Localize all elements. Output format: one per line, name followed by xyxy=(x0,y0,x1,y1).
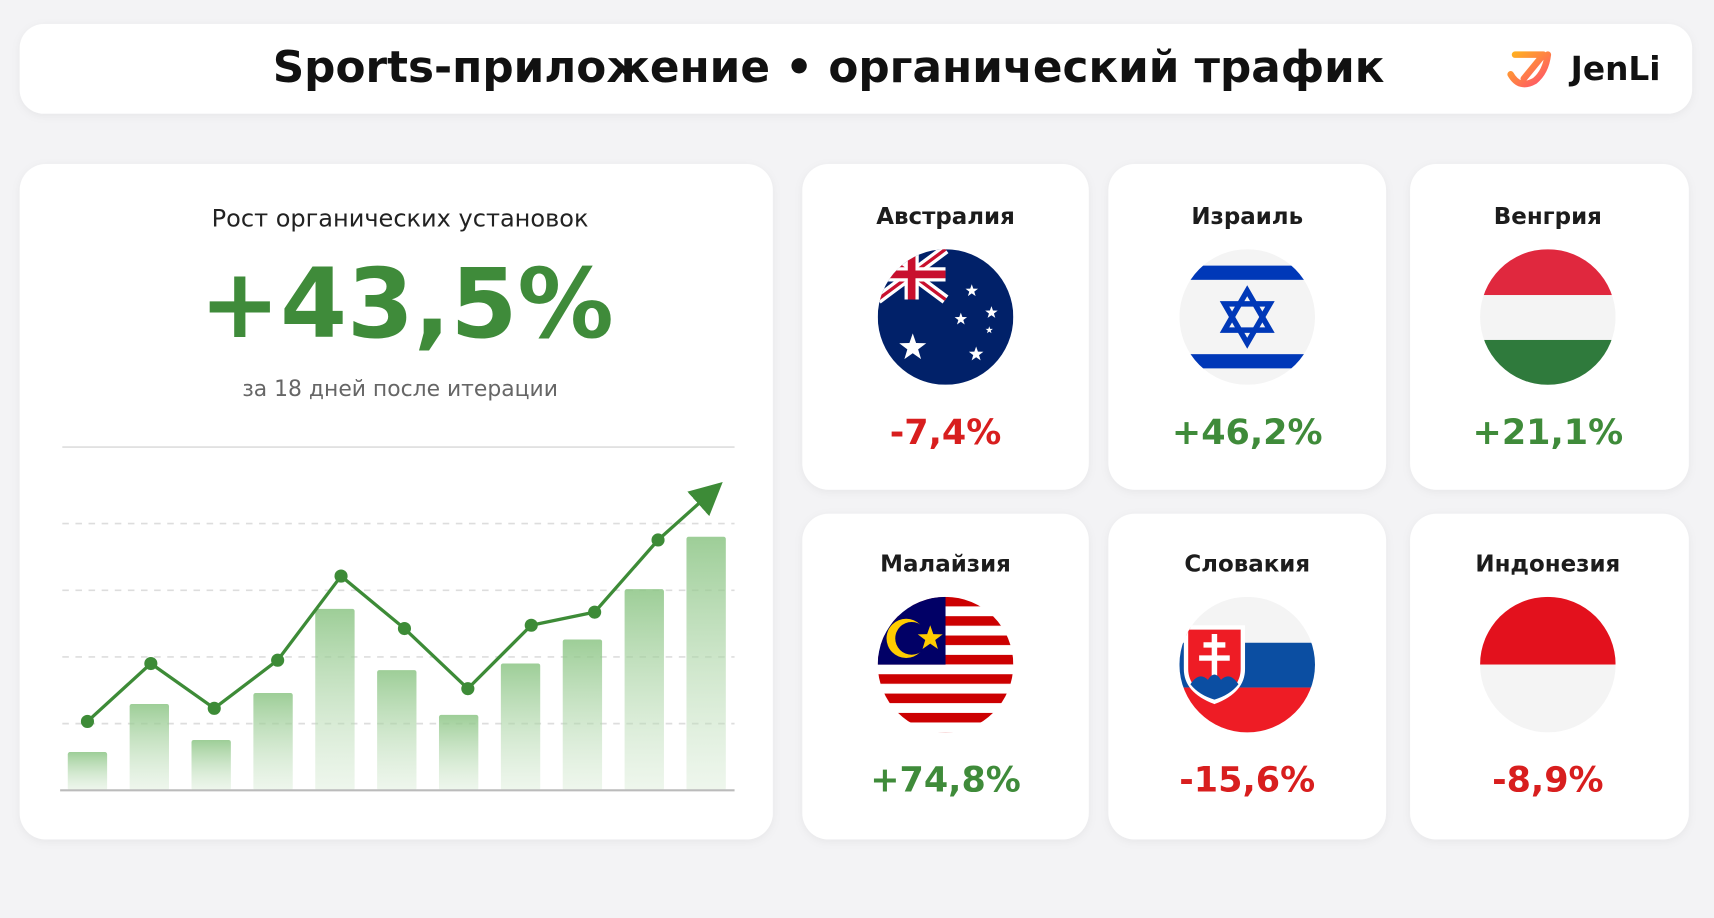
flag-israel xyxy=(1179,249,1315,385)
country-change: -8,9% xyxy=(1492,761,1603,801)
trend-arrow xyxy=(656,482,723,542)
country-change: +21,1% xyxy=(1473,413,1624,453)
bar xyxy=(562,639,603,791)
country-change: +74,8% xyxy=(870,761,1021,801)
bar xyxy=(67,752,108,791)
summary-label: Рост органических установок xyxy=(212,205,589,233)
trend-point xyxy=(334,569,348,583)
country-name: Австралия xyxy=(876,204,1015,230)
trend-point xyxy=(588,605,602,619)
bar xyxy=(500,663,541,791)
country-name: Словакия xyxy=(1184,552,1310,578)
bar xyxy=(191,740,231,791)
trend-point xyxy=(207,701,221,715)
bar xyxy=(624,589,664,791)
bar xyxy=(686,536,726,791)
country-name: Венгрия xyxy=(1494,204,1602,230)
flag-hungary xyxy=(1480,249,1616,385)
flag-australia xyxy=(877,249,1014,385)
mini-chart xyxy=(67,533,726,791)
logo-icon xyxy=(1507,51,1552,88)
flag-indonesia xyxy=(1480,596,1616,733)
trend-point xyxy=(397,621,412,636)
trend-line xyxy=(86,538,660,723)
trend-point xyxy=(80,714,95,729)
country-name: Израиль xyxy=(1191,204,1303,230)
country-change: +46,2% xyxy=(1172,413,1323,453)
title: Sports-приложение • органический трафик xyxy=(273,42,1385,93)
summary-value: +43,5% xyxy=(199,248,613,360)
trend-point xyxy=(461,682,475,696)
bar xyxy=(377,670,417,791)
trend-point xyxy=(524,618,538,632)
bar xyxy=(438,714,479,791)
country-change: -15,6% xyxy=(1179,761,1315,801)
flag-malaysia xyxy=(877,596,1014,733)
summary-caption: за 18 дней после итерации xyxy=(242,377,558,402)
country-name: Малайзия xyxy=(880,552,1011,578)
bar xyxy=(315,608,355,791)
bar xyxy=(253,693,293,791)
country-name: Индонезия xyxy=(1475,552,1620,578)
trend-point xyxy=(271,653,285,667)
bar xyxy=(129,703,169,791)
header-card xyxy=(19,24,1693,114)
logo-text: JenLi xyxy=(1569,50,1661,88)
trend-point xyxy=(144,656,158,671)
chart-grid xyxy=(62,446,735,725)
country-change: -7,4% xyxy=(890,413,1002,453)
flag-slovakia xyxy=(1179,596,1315,733)
